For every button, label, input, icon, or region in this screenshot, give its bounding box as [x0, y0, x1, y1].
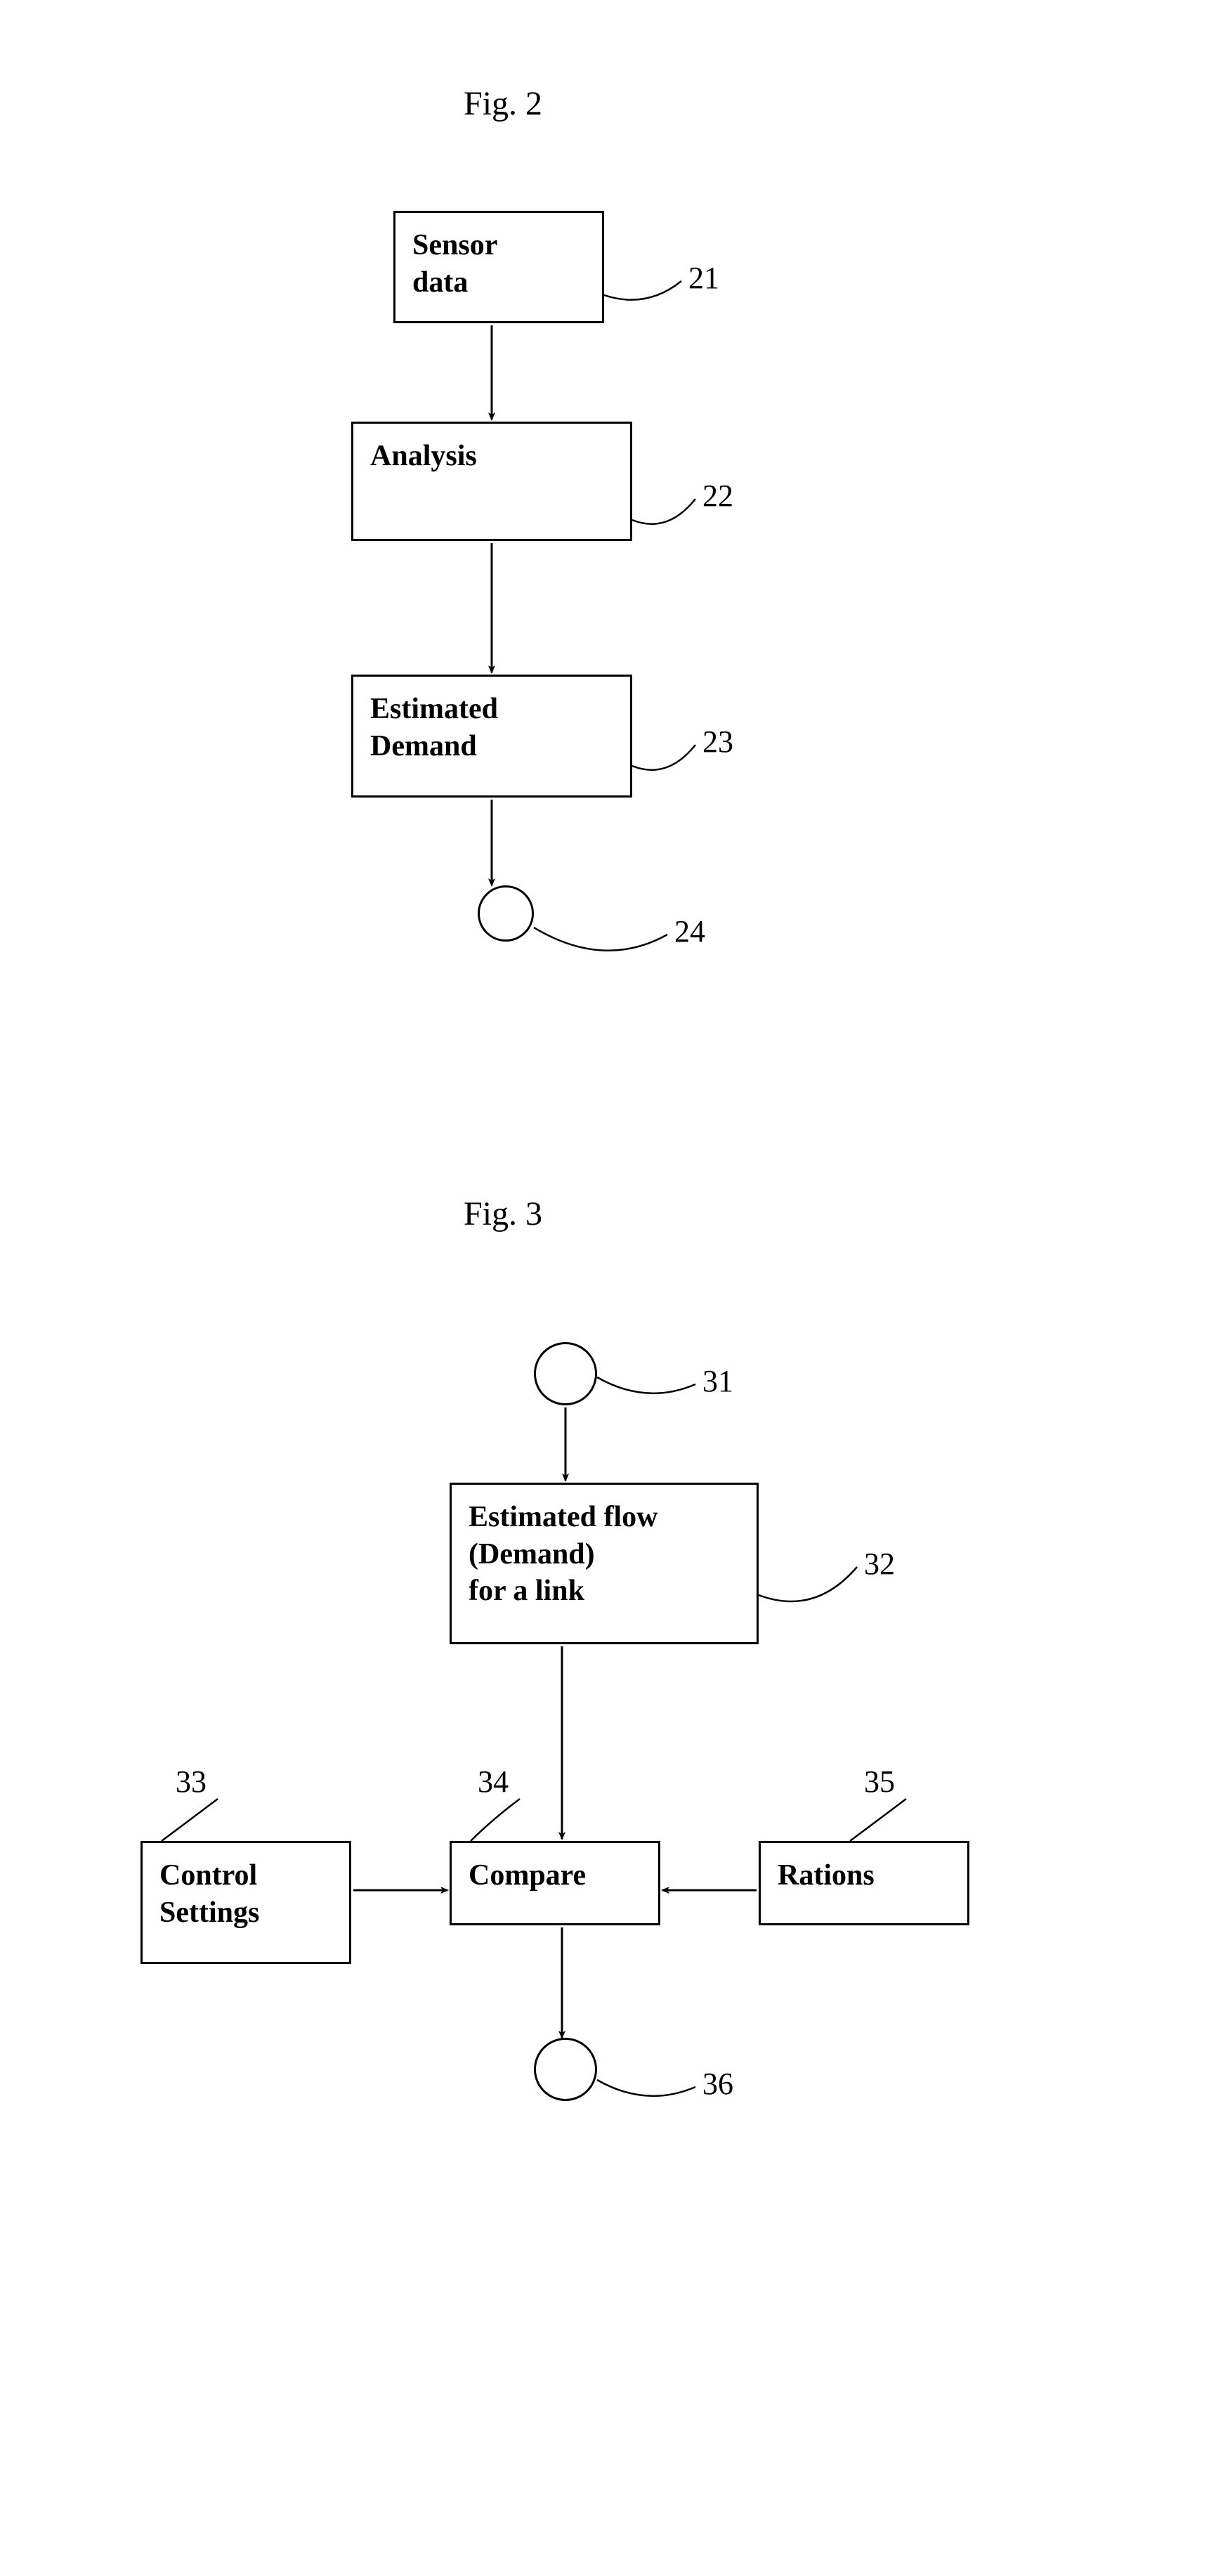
- node-estimated-demand: EstimatedDemand: [351, 675, 632, 798]
- node-label: Compare: [469, 1859, 586, 1892]
- ref-21: 21: [688, 260, 719, 296]
- node-rations: Rations: [759, 1841, 969, 1925]
- figure-2-title: Fig. 2: [464, 84, 542, 123]
- node-label: EstimatedDemand: [370, 693, 498, 762]
- ref-31: 31: [702, 1363, 733, 1399]
- node-sensor-data: Sensordata: [393, 211, 604, 323]
- ref-35: 35: [864, 1764, 895, 1800]
- node-label: ControlSettings: [159, 1859, 259, 1929]
- node-label: Sensordata: [412, 229, 497, 299]
- node-label: Estimated flow(Demand)for a link: [469, 1501, 657, 1607]
- ref-23: 23: [702, 724, 733, 760]
- ref-32: 32: [864, 1546, 895, 1582]
- node-compare: Compare: [450, 1841, 660, 1925]
- node-control-settings: ControlSettings: [140, 1841, 351, 1964]
- arrows-overlay: [0, 0, 1230, 2576]
- ref-34: 34: [478, 1764, 509, 1800]
- figure-3-title: Fig. 3: [464, 1195, 542, 1233]
- node-label: Analysis: [370, 440, 477, 472]
- connector-circle-31: [534, 1342, 597, 1405]
- ref-22: 22: [702, 478, 733, 514]
- node-analysis: Analysis: [351, 422, 632, 541]
- ref-24: 24: [674, 913, 705, 949]
- node-estimated-flow: Estimated flow(Demand)for a link: [450, 1483, 759, 1644]
- ref-36: 36: [702, 2066, 733, 2102]
- connector-circle-36: [534, 2038, 597, 2101]
- ref-33: 33: [176, 1764, 207, 1800]
- connector-circle-24: [478, 885, 534, 942]
- node-label: Rations: [778, 1859, 875, 1892]
